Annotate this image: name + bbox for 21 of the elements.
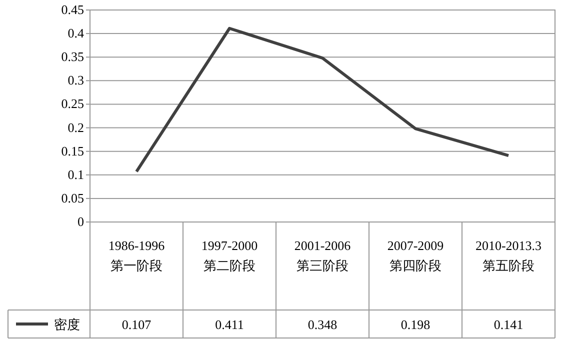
- legend-label: 密度: [54, 317, 80, 332]
- x-tick-label: 1986-1996 第一阶段: [108, 238, 166, 273]
- y-tick-label: 0.45: [61, 2, 84, 17]
- data-label: 0.348: [308, 317, 338, 332]
- x-tick-label: 2007-2009 第四阶段: [387, 238, 444, 273]
- y-tick-label: 0: [78, 214, 84, 229]
- x-tick-label: 1997-2000 第二阶段: [201, 238, 258, 273]
- y-tick-label: 0.3: [68, 72, 84, 88]
- y-tick-label: 0.35: [61, 49, 84, 64]
- y-tick-label: 0.25: [61, 96, 84, 112]
- x-tick-label: 2010-2013.3 第五阶段: [475, 238, 542, 273]
- x-tick-label: 2001-2006 第三阶段: [294, 238, 352, 273]
- y-tick-label: 0.15: [61, 143, 84, 158]
- y-tick-label: 0.1: [68, 166, 84, 182]
- y-tick-label: 0.05: [61, 190, 84, 206]
- data-label: 0.141: [494, 317, 524, 332]
- y-tick-label: 0.2: [68, 120, 84, 135]
- data-label: 0.198: [400, 317, 430, 332]
- data-label: 0.107: [122, 317, 152, 332]
- y-tick-label: 0.4: [68, 26, 84, 41]
- data-label: 0.411: [215, 317, 244, 332]
